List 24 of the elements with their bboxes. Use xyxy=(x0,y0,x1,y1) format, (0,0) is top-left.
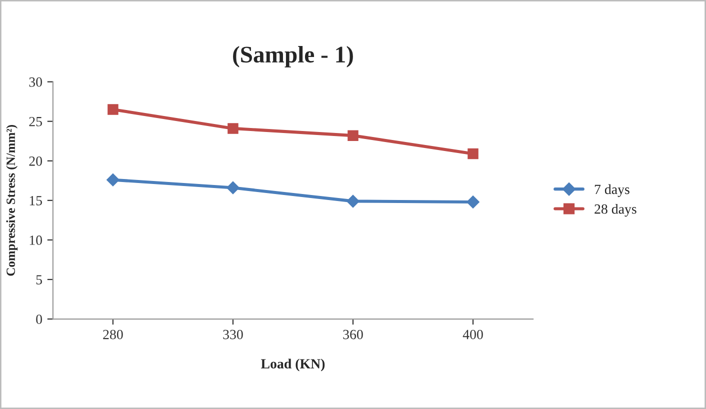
legend-label: 7 days xyxy=(594,184,630,197)
point xyxy=(228,123,238,134)
y-tick-label: 15 xyxy=(30,196,42,206)
x-tick-label: 400 xyxy=(462,330,483,340)
legend-label: 28 days xyxy=(594,204,636,217)
point xyxy=(348,130,358,141)
y-tick-label: 10 xyxy=(30,236,42,245)
point xyxy=(468,148,478,160)
point xyxy=(466,196,480,208)
point xyxy=(108,104,118,115)
x-tick-label: 360 xyxy=(343,330,363,340)
point xyxy=(346,194,360,208)
y-axis-title: Compressive Stress (N/mm²) xyxy=(6,125,18,276)
x-axis-title: Load (KN) xyxy=(261,358,325,372)
y-tick-label: 0 xyxy=(36,314,42,324)
x-tick-label: 280 xyxy=(103,330,123,340)
point xyxy=(106,173,120,186)
y-tick-label: 20 xyxy=(29,156,42,166)
chart-title: (Sample - 1) xyxy=(233,46,353,68)
point xyxy=(226,181,240,194)
y-tick-label: 30 xyxy=(29,77,42,87)
x-tick-label: 330 xyxy=(223,330,243,340)
y-tick-label: 5 xyxy=(36,275,42,284)
y-tick-label: 25 xyxy=(29,116,42,126)
